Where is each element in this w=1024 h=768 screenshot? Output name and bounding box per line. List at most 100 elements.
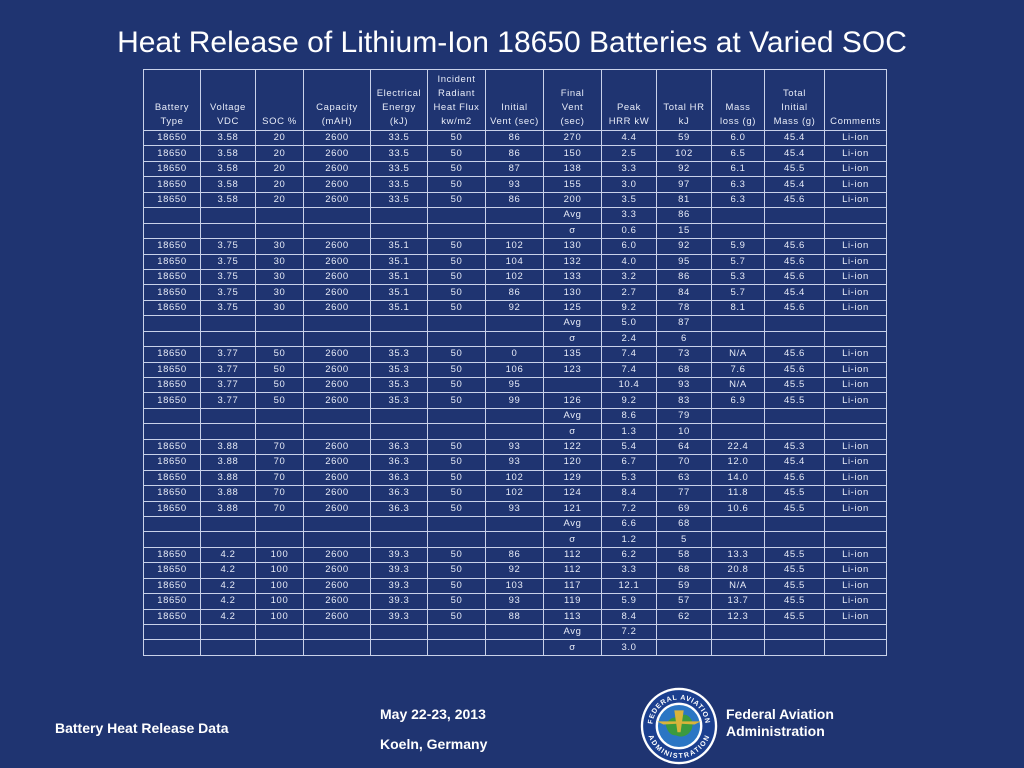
table-cell: 18650	[143, 129, 201, 147]
table-cell: 2600	[303, 469, 371, 487]
table-cell: Avg	[543, 515, 602, 533]
table-cell: 8.4	[601, 608, 657, 626]
footer-presentation-title: Battery Heat Release Data	[55, 720, 229, 736]
table-cell: 18650	[143, 145, 201, 162]
table-cell: 7.4	[601, 346, 657, 363]
table-cell: 124	[543, 485, 602, 502]
table-cell: 120	[543, 454, 602, 471]
table-cell: 12.0	[711, 454, 765, 471]
table-cell: 45.5	[764, 562, 825, 579]
table-cell: 86	[656, 268, 712, 286]
table-cell: 45.5	[764, 392, 825, 409]
table-cell: 102	[485, 469, 544, 487]
table-cell: 33.5	[370, 191, 428, 209]
table-cell: 39.3	[370, 593, 428, 610]
table-row: 18650 3.75 30 2600 35.1 50 86 130 2.7 84 5.7 45.4 Li…	[143, 284, 887, 301]
table-cell: 10.6	[711, 500, 765, 517]
table-cell: 1.2	[601, 531, 657, 548]
table-cell: 2600	[303, 253, 371, 270]
table-row: 18650 4.2 100 2600 39.3 50 88 113 8.4 62 12.3 45.5 L…	[143, 608, 887, 626]
table-cell: 3.88	[200, 469, 256, 487]
table-cell	[143, 639, 201, 656]
table-cell	[485, 330, 544, 348]
table-cell: 18650	[143, 346, 201, 363]
column-header-line: (mAH)	[321, 116, 353, 127]
table-cell	[485, 623, 544, 641]
table-cell: 18650	[143, 176, 201, 193]
table-cell: 125	[543, 299, 602, 317]
faa-org-line1: Federal Aviation	[726, 706, 834, 722]
table-cell: 18650	[143, 608, 201, 626]
table-cell: 3.3	[601, 207, 657, 224]
table-cell	[824, 222, 887, 240]
column-header-line: Capacity	[316, 102, 358, 113]
table-cell: 3.77	[200, 376, 256, 394]
table-cell: 45.5	[764, 376, 825, 394]
table-cell: Li-ion	[824, 562, 887, 579]
table-cell: 50	[427, 160, 486, 178]
table-cell: 50	[427, 438, 486, 456]
table-cell: 0.6	[601, 222, 657, 240]
table-cell: 18650	[143, 238, 201, 255]
table-cell: 3.58	[200, 145, 256, 162]
table-cell	[427, 407, 486, 425]
table-cell	[427, 623, 486, 641]
table-cell	[255, 330, 304, 348]
table-cell: 2.7	[601, 284, 657, 301]
table-cell: 33.5	[370, 160, 428, 178]
table-cell	[764, 330, 825, 348]
table-cell	[824, 531, 887, 548]
table-cell: σ	[543, 423, 602, 440]
table-cell: 64	[656, 438, 712, 456]
table-cell: 57	[656, 593, 712, 610]
table-cell: 4.2	[200, 593, 256, 610]
column-header: Total Initial Mass (g)	[764, 69, 825, 131]
column-header-line: Electrical	[376, 88, 422, 99]
table-cell: 45.4	[764, 454, 825, 471]
table-row: 18650 3.88 70 2600 36.3 50 102 129 5.3 63 14.0 45.6…	[143, 469, 887, 487]
table-cell: 86	[485, 284, 544, 301]
table-cell: 45.6	[764, 238, 825, 255]
table-cell: 100	[255, 577, 304, 595]
table-row: 18650 4.2 100 2600 39.3 50 93 119 5.9 57 13.7 45.5 L…	[143, 593, 887, 610]
table-cell: 50	[427, 361, 486, 379]
table-row: Avg 8.6 79	[143, 407, 887, 425]
table-cell: 68	[656, 515, 712, 533]
table-cell: 2600	[303, 593, 371, 610]
table-cell: 150	[543, 145, 602, 162]
column-header-line: Comments	[830, 116, 881, 127]
table-cell: 106	[485, 361, 544, 379]
table-cell: 45.5	[764, 500, 825, 517]
table-cell: 92	[485, 562, 544, 579]
table-cell: 33.5	[370, 176, 428, 193]
table-cell: 9.2	[601, 392, 657, 409]
table-cell: 2.4	[601, 330, 657, 348]
table-cell: Li-ion	[824, 454, 887, 471]
table-cell: 4.0	[601, 253, 657, 270]
table-cell: 18650	[143, 546, 201, 564]
table-cell: 36.3	[370, 485, 428, 502]
table-cell: 4.4	[601, 129, 657, 147]
table-row: Avg 7.2	[143, 623, 887, 641]
table-cell: 86	[485, 129, 544, 147]
table-row: 18650 3.75 30 2600 35.1 50 102 130 6.0 92 5.9 45.6 L…	[143, 238, 887, 255]
table-cell: Li-ion	[824, 268, 887, 286]
table-cell: 2.5	[601, 145, 657, 162]
table-cell: Li-ion	[824, 191, 887, 209]
table-cell: 70	[255, 469, 304, 487]
table-cell	[255, 515, 304, 533]
table-cell: 3.77	[200, 361, 256, 379]
table-cell: 5.9	[711, 238, 765, 255]
table-cell	[711, 207, 765, 224]
table-cell: Li-ion	[824, 145, 887, 162]
table-cell: 2600	[303, 299, 371, 317]
table-cell: 92	[656, 160, 712, 178]
table-cell: 18650	[143, 392, 201, 409]
column-header: Initial Vent (sec)	[485, 69, 544, 131]
table-cell: 50	[427, 253, 486, 270]
column-header-line: Mass	[725, 102, 751, 113]
table-cell: 95	[656, 253, 712, 270]
table-cell	[303, 639, 371, 656]
table-row: σ 0.6 15	[143, 222, 887, 240]
table-cell: 6.9	[711, 392, 765, 409]
